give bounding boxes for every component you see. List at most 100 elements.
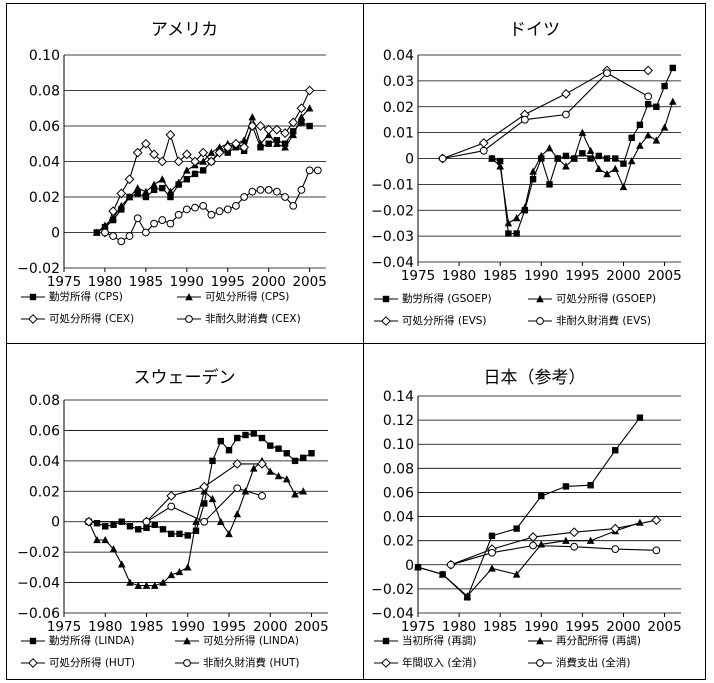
- circle-icon: [183, 658, 191, 667]
- data-point-square: [126, 523, 134, 530]
- x-tick-label: 2000: [253, 619, 287, 635]
- data-point-circle: [272, 187, 281, 196]
- series-nondurable: [101, 166, 322, 246]
- chart-title: アメリカ: [150, 20, 219, 40]
- data-point-diamond: [140, 138, 151, 149]
- data-point-triangle: [652, 136, 661, 144]
- y-tick-label: 0: [51, 515, 60, 531]
- data-point-diamond: [149, 149, 159, 160]
- legend-label: 非耐久財消費 (HUT): [203, 657, 300, 669]
- data-point-square: [192, 527, 200, 535]
- data-point-triangle: [281, 143, 289, 151]
- data-point-triangle: [233, 510, 242, 518]
- data-point-square: [308, 450, 315, 457]
- data-point-square: [283, 450, 290, 457]
- data-point-circle: [264, 186, 273, 194]
- data-point-circle: [289, 201, 298, 210]
- x-tick-label: 1980: [88, 619, 122, 635]
- data-point-circle: [603, 69, 611, 78]
- data-point-triangle: [512, 214, 521, 222]
- data-point-circle: [529, 541, 537, 550]
- x-tick-label: 1995: [211, 274, 245, 290]
- data-point-square: [184, 532, 191, 539]
- y-tick-label: −0.02: [17, 545, 60, 561]
- y-tick-label: 0.08: [383, 461, 414, 477]
- data-point-square: [636, 414, 644, 421]
- data-point-triangle: [273, 139, 281, 147]
- data-point-square: [636, 121, 644, 129]
- diamond-icon: [28, 657, 38, 668]
- data-point-circle: [109, 232, 118, 240]
- data-point-square: [135, 526, 142, 533]
- data-point-diamond: [214, 147, 225, 158]
- data-point-triangle: [570, 154, 578, 162]
- data-point-triangle: [299, 487, 308, 495]
- x-tick-label: 1975: [47, 274, 81, 290]
- x-tick-label: 1985: [483, 619, 517, 635]
- data-point-square: [267, 442, 274, 449]
- data-point-triangle: [274, 472, 283, 480]
- data-point-triangle: [264, 130, 273, 139]
- data-point-triangle: [133, 184, 142, 192]
- y-tick-label: 0.04: [383, 510, 414, 526]
- data-point-square: [234, 434, 241, 442]
- series-line: [88, 432, 312, 536]
- data-point-triangle: [117, 201, 126, 210]
- data-point-square: [595, 152, 603, 160]
- data-point-triangle: [660, 123, 669, 131]
- legend-swatch-square: [374, 637, 398, 644]
- legend-swatch-circle: [528, 316, 552, 325]
- data-point-circle: [141, 228, 150, 237]
- data-point-circle: [281, 193, 289, 201]
- data-point-triangle: [529, 167, 537, 175]
- x-tick-label: 1990: [171, 619, 205, 635]
- data-point-triangle: [142, 581, 151, 589]
- data-point-square: [258, 434, 266, 442]
- data-point-square: [159, 526, 167, 533]
- data-point-triangle: [611, 164, 620, 173]
- data-point-diamond: [288, 117, 299, 128]
- data-point-diamond: [132, 147, 143, 158]
- data-point-square: [538, 492, 545, 500]
- y-tick-label: 0.08: [29, 84, 60, 100]
- y-tick-label: 0.10: [383, 437, 414, 453]
- data-point-triangle: [183, 166, 191, 174]
- legend-item: 可処分所得 (GSOEP): [527, 291, 656, 306]
- square-icon: [382, 295, 390, 302]
- y-tick-label: −0.03: [371, 229, 414, 245]
- data-point-diamond: [116, 188, 127, 199]
- series-disposable-b: [83, 458, 267, 527]
- legend-item: 可処分所得 (HUT): [20, 655, 135, 670]
- y-tick-label: 0.10: [29, 48, 60, 64]
- circle-icon: [536, 316, 544, 325]
- series-earned: [414, 414, 644, 601]
- y-tick-label: 0.03: [383, 74, 414, 90]
- data-point-triangle: [619, 182, 628, 191]
- x-tick-label: 1995: [212, 619, 246, 635]
- legend-label: 消費支出 (全消): [556, 657, 631, 669]
- y-tick-label: 0.04: [29, 155, 60, 171]
- data-point-square: [603, 155, 611, 162]
- data-point-square: [669, 64, 676, 72]
- data-point-triangle: [488, 154, 496, 162]
- legend-item: 非耐久財消費 (EVS): [527, 313, 651, 328]
- data-point-square: [612, 447, 619, 454]
- data-point-diamond: [561, 88, 571, 99]
- data-point-square: [513, 525, 520, 532]
- panel-germany: ドイツ −0.04 −0.03 −0.02 −0.01 0 0.01 0.02 0.03 0.0…: [363, 3, 706, 343]
- data-point-triangle: [142, 187, 150, 195]
- data-point-circle: [174, 210, 183, 219]
- data-point-diamond: [83, 516, 94, 527]
- data-point-square: [199, 167, 207, 174]
- data-point-triangle: [158, 175, 167, 183]
- data-point-triangle: [174, 178, 183, 186]
- x-tick-label: 2000: [606, 268, 640, 284]
- x-tick-label: 2005: [647, 268, 681, 284]
- data-point-triangle: [248, 113, 257, 121]
- figure-frame: [6, 3, 706, 680]
- data-point-triangle: [92, 228, 101, 236]
- legend-label: 勤労所得 (LINDA): [49, 635, 135, 647]
- x-tick-label: 1980: [442, 619, 476, 635]
- data-point-circle: [142, 517, 151, 526]
- legend-label: 勤労所得 (GSOEP): [402, 293, 492, 305]
